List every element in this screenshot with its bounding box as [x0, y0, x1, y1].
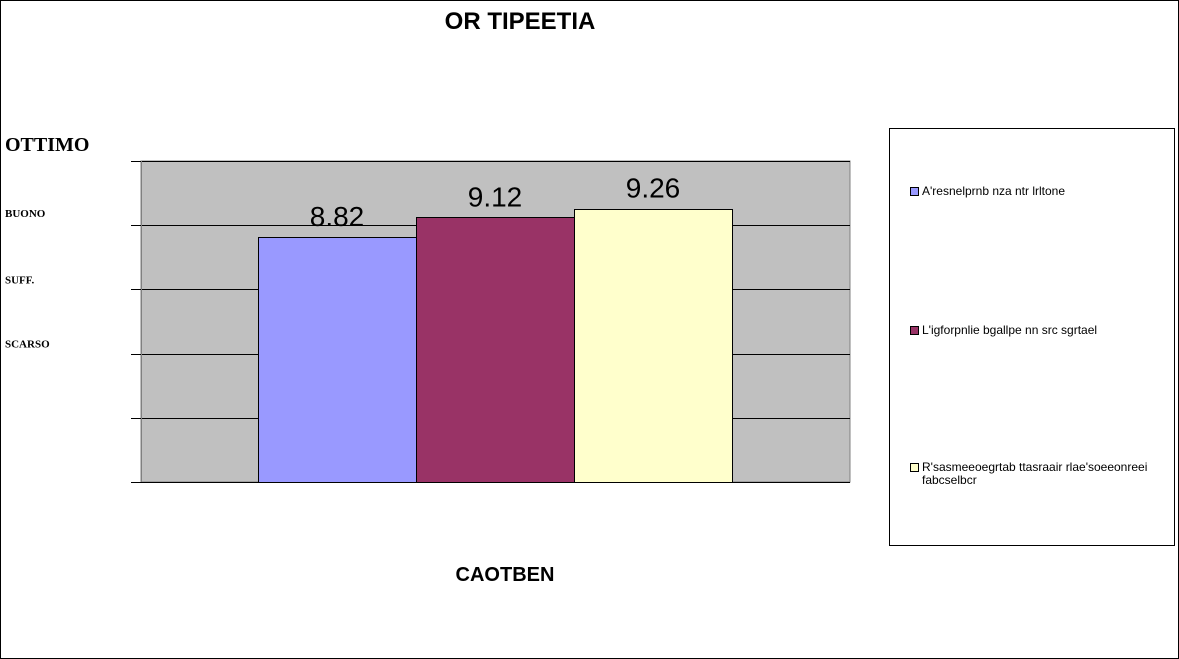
bar — [258, 237, 417, 483]
chart-legend: A'resnelprnb nza ntr lrltone L'igforpnli… — [889, 128, 1175, 546]
y-level-label: SCARSO — [5, 339, 50, 351]
data-label: 9.26 — [626, 173, 681, 204]
y-level-label: SUFF. — [5, 274, 34, 286]
data-label: 9.12 — [468, 181, 523, 212]
legend-swatch — [910, 187, 919, 196]
legend-item: L'igforpnlie bgallpe nn src sgrtael — [910, 324, 1160, 337]
legend-item: A'resnelprnb nza ntr lrltone — [910, 185, 1160, 198]
data-label: 8.82 — [310, 201, 365, 232]
y-level-label: BUONO — [5, 208, 46, 220]
y-level-label: OTTIMO — [5, 134, 89, 156]
bar — [416, 217, 575, 483]
legend-label: R'sasmeeoegrtab ttasraair rlae'soeeonree… — [922, 460, 1148, 487]
x-axis-title: CAOTBEN — [455, 564, 555, 586]
legend-swatch — [910, 463, 919, 472]
legend-label: L'igforpnlie bgallpe nn src sgrtael — [922, 323, 1098, 337]
legend-item: R'sasmeeoegrtab ttasraair rlae'soeeonree… — [910, 461, 1160, 487]
bar — [574, 209, 733, 483]
legend-label: A'resnelprnb nza ntr lrltone — [922, 184, 1066, 198]
legend-swatch — [910, 326, 919, 335]
chart-title: OR TIPEETIA — [444, 8, 596, 35]
